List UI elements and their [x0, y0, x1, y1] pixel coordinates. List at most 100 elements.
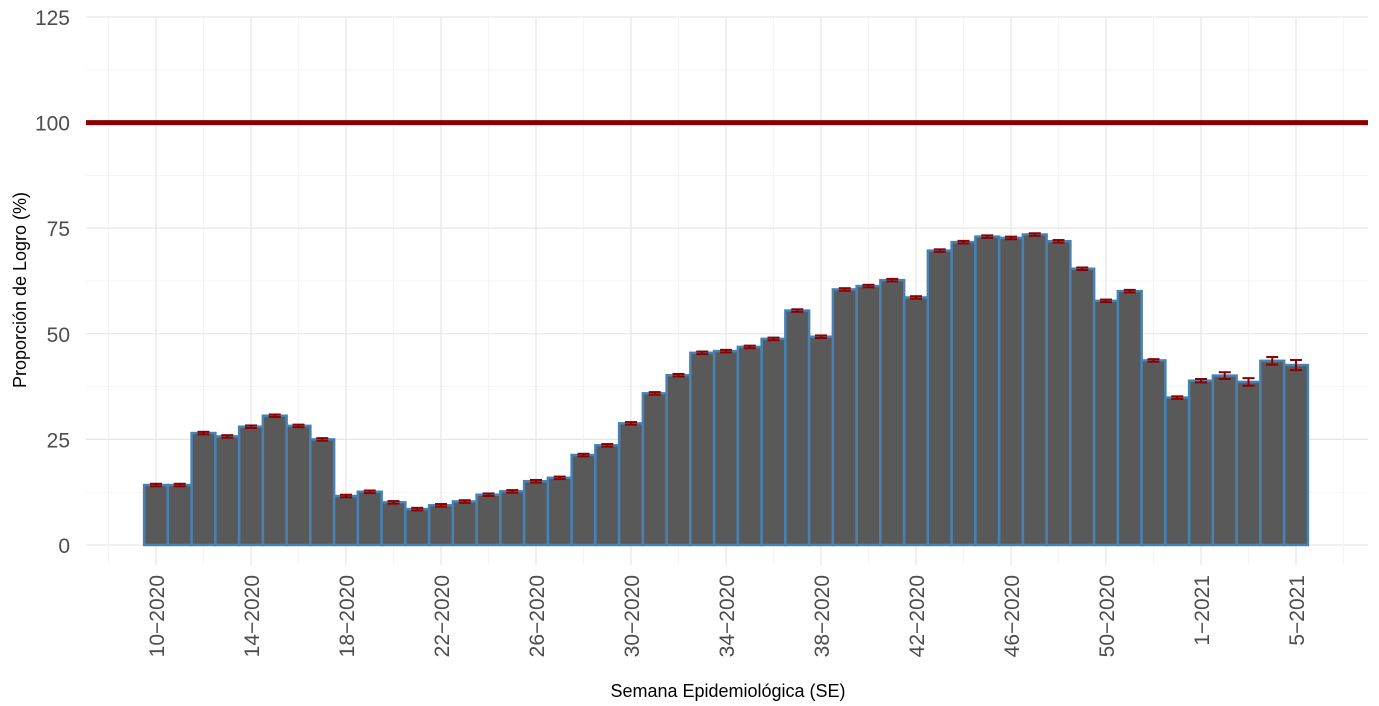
- error-bar-16-2020: [292, 423, 305, 429]
- bar-29-2020: [594, 444, 621, 547]
- error-bar-36-2020: [767, 336, 780, 342]
- bar-36-2020: [760, 337, 787, 547]
- error-bar-38-2020: [815, 334, 827, 340]
- error-bar-29-2020: [601, 443, 614, 448]
- y-tick-label: 125: [35, 7, 70, 30]
- error-bar-25-2020: [506, 489, 519, 494]
- bar-49-2020: [1069, 267, 1096, 547]
- error-bar-22-2020: [435, 503, 447, 508]
- error-bar-17-2020: [316, 437, 329, 442]
- bar-30-2020: [617, 422, 645, 547]
- bar-46-2020: [997, 236, 1025, 547]
- bar-11-2020: [166, 483, 193, 547]
- bar-31-2020: [641, 392, 668, 547]
- y-tick-labels: 0 25 50 75 100 125: [35, 7, 70, 558]
- y-axis-title: Proporción de Logro (%): [10, 192, 30, 388]
- error-bar-3-2021: [1242, 377, 1255, 387]
- error-bar-50-2020: [1100, 298, 1112, 304]
- error-bar-14-2020: [245, 424, 257, 429]
- bar-23-2020: [451, 500, 478, 547]
- bar-47-2020: [1021, 233, 1048, 547]
- bar-27-2020: [546, 476, 573, 547]
- error-bar-39-2020: [838, 287, 851, 292]
- bar-18-2020: [332, 494, 360, 547]
- bar-53-2020: [1164, 396, 1191, 547]
- bar-14-2020: [237, 425, 265, 547]
- error-bar-49-2020: [1076, 266, 1089, 272]
- error-bar-21-2020: [411, 506, 424, 512]
- bar-15-2020: [261, 414, 288, 547]
- bar-37-2020: [784, 309, 811, 547]
- error-bar-52-2020: [1147, 358, 1160, 363]
- error-bar-44-2020: [957, 239, 970, 245]
- error-bar-42-2020: [910, 295, 922, 300]
- error-bar-43-2020: [933, 248, 946, 253]
- bar-16-2020: [285, 424, 312, 547]
- x-tick-label: 42−2020: [906, 575, 929, 657]
- error-bar-1-2021: [1195, 377, 1207, 384]
- bar-39-2020: [831, 288, 858, 547]
- error-bar-5-2021: [1290, 358, 1302, 372]
- bar-32-2020: [665, 373, 692, 547]
- error-bar-33-2020: [696, 350, 709, 356]
- error-bar-45-2020: [981, 234, 994, 239]
- x-tick-label: 34−2020: [716, 575, 739, 657]
- error-bar-2-2021: [1218, 371, 1231, 380]
- bar-45-2020: [974, 235, 1001, 547]
- bar-33-2020: [689, 351, 716, 547]
- error-bar-24-2020: [482, 492, 495, 498]
- error-bar-37-2020: [791, 308, 804, 313]
- error-bar-10-2020: [150, 482, 162, 488]
- x-tick-label: 5−2021: [1286, 575, 1309, 646]
- x-tick-label: 26−2020: [526, 575, 549, 657]
- bar-5-2021: [1282, 363, 1310, 547]
- error-bar-12-2020: [197, 430, 210, 436]
- error-bars-group: [150, 232, 1302, 512]
- x-tick-label: 10−2020: [146, 575, 169, 657]
- bar-35-2020: [736, 345, 763, 547]
- x-tick-label: 30−2020: [621, 575, 644, 657]
- bar-25-2020: [499, 490, 526, 547]
- x-tick-label: 1−2021: [1191, 575, 1214, 646]
- x-tick-label: 38−2020: [811, 575, 834, 657]
- x-tick-label: 14−2020: [241, 575, 264, 657]
- bar-28-2020: [570, 453, 597, 547]
- bar-1-2021: [1187, 379, 1215, 547]
- error-bar-51-2020: [1123, 288, 1136, 294]
- error-bar-46-2020: [1005, 235, 1017, 241]
- x-tick-label: 46−2020: [1001, 575, 1024, 657]
- bar-52-2020: [1140, 359, 1167, 547]
- error-bar-41-2020: [886, 277, 899, 283]
- bar-4-2021: [1259, 359, 1286, 547]
- bar-19-2020: [356, 490, 383, 547]
- error-bar-20-2020: [387, 500, 400, 505]
- error-bar-15-2020: [268, 413, 281, 419]
- x-axis-title: Semana Epidemiológica (SE): [610, 681, 845, 701]
- error-bar-4-2021: [1266, 356, 1279, 366]
- error-bar-53-2020: [1171, 395, 1184, 400]
- bar-12-2020: [190, 431, 217, 547]
- bar-44-2020: [950, 240, 977, 547]
- bar-41-2020: [879, 278, 906, 547]
- error-bar-19-2020: [363, 489, 376, 495]
- error-bar-40-2020: [862, 283, 875, 289]
- bar-38-2020: [807, 335, 835, 547]
- bar-10-2020: [142, 483, 170, 547]
- error-bar-28-2020: [577, 452, 590, 458]
- error-bar-26-2020: [530, 478, 542, 484]
- x-tick-labels: 10−2020 14−2020 18−2020 22−2020 26−2020 30−20…: [146, 575, 1309, 657]
- bar-13-2020: [214, 435, 241, 547]
- y-tick-label: 50: [47, 324, 70, 347]
- error-bar-35-2020: [743, 344, 756, 350]
- y-tick-label: 25: [47, 429, 70, 452]
- bar-24-2020: [475, 493, 502, 547]
- x-tick-label: 18−2020: [336, 575, 359, 657]
- error-bar-32-2020: [672, 372, 685, 378]
- y-tick-label: 75: [47, 218, 70, 241]
- bar-40-2020: [855, 284, 882, 547]
- bars-group: [142, 233, 1310, 547]
- bar-26-2020: [522, 479, 550, 547]
- error-bar-48-2020: [1052, 239, 1065, 244]
- bar-43-2020: [926, 249, 953, 547]
